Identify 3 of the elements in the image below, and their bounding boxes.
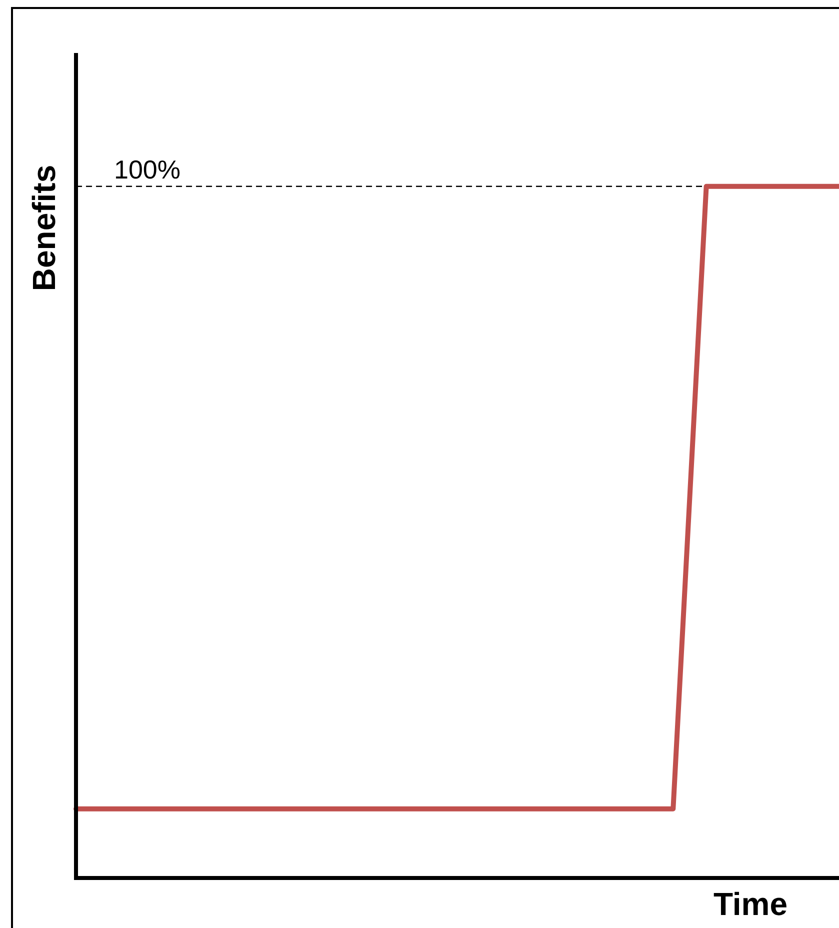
x-axis-title: Time xyxy=(713,886,788,922)
ref-line-label: 100% xyxy=(114,154,180,185)
y-axis-title: Benefits xyxy=(26,164,62,292)
